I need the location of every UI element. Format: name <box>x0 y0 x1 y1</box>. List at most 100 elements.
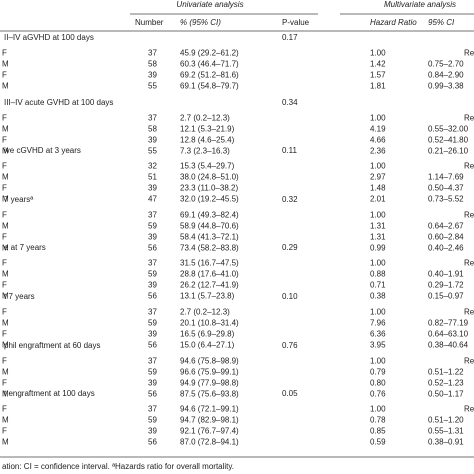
cell: 0.73–5.52 <box>428 195 464 204</box>
cell: 1.00 <box>370 308 386 317</box>
p-value: 0.10 <box>282 292 298 301</box>
cell: Re <box>464 162 474 171</box>
cell: 12.1 (5.3–21.9) <box>180 125 235 134</box>
cell: 0.29–1.72 <box>428 281 464 290</box>
cell: F <box>2 114 7 123</box>
cell: F <box>2 233 7 242</box>
cell: 87.5 (75.6–93.8) <box>180 390 239 399</box>
cell: 13.1 (5.7–23.8) <box>180 292 235 301</box>
cell: M <box>2 60 9 69</box>
column-header: Number <box>135 18 164 27</box>
cell: 2.97 <box>370 173 386 182</box>
p-value: 0.05 <box>282 389 298 398</box>
cell: 0.38–0.91 <box>428 438 464 447</box>
cell: 59 <box>148 368 157 377</box>
cell: 1.81 <box>370 82 386 91</box>
column-header: % (95% CI) <box>180 18 221 27</box>
group-header: Multivariate analysis <box>384 0 456 9</box>
cell: 0.79 <box>370 368 386 377</box>
cell: M <box>2 82 9 91</box>
cell: 0.50–4.37 <box>428 184 464 193</box>
cell: 1.00 <box>370 162 386 171</box>
cell: M <box>2 147 9 156</box>
cell: 2.01 <box>370 195 386 204</box>
cell: 92.1 (76.7–97.4) <box>180 427 239 436</box>
cell: 0.38–40.64 <box>428 341 469 350</box>
cell: F <box>2 427 7 436</box>
cell: 0.99–3.38 <box>428 82 464 91</box>
section-title: e at 7 years <box>4 243 46 252</box>
cell: F <box>2 330 7 339</box>
cell: 39 <box>148 71 157 80</box>
cell: 0.50–1.17 <box>428 390 464 399</box>
cell: 56 <box>148 390 157 399</box>
cell: 39 <box>148 233 157 242</box>
section-title: t engraftment at 100 days <box>4 389 95 398</box>
cell: 39 <box>148 281 157 290</box>
cell: 15.3 (5.4–29.7) <box>180 162 235 171</box>
cell: M <box>2 222 9 231</box>
cell: 0.15–0.97 <box>428 292 464 301</box>
cell: F <box>2 405 7 414</box>
cell: 0.40–2.46 <box>428 244 464 253</box>
cell: 0.52–1.23 <box>428 379 464 388</box>
cell: 0.64–2.67 <box>428 222 464 231</box>
cell: 0.85 <box>370 427 386 436</box>
section-title: II–IV aGVHD at 100 days <box>4 33 94 42</box>
cell: 56 <box>148 292 157 301</box>
cell: M <box>2 416 9 425</box>
cell: 56 <box>148 341 157 350</box>
cell: M <box>2 244 9 253</box>
section-title: III–IV acute GVHD at 100 days <box>4 98 113 107</box>
cell: 0.75–2.70 <box>428 60 464 69</box>
cell: 6.36 <box>370 330 386 339</box>
p-value: 0.17 <box>282 33 298 42</box>
cell: 39 <box>148 330 157 339</box>
cell: 58 <box>148 125 157 134</box>
cell: 1.31 <box>370 233 386 242</box>
cell: 32.0 (19.2–45.5) <box>180 195 239 204</box>
cell: M <box>2 368 9 377</box>
cell: 69.1 (49.3–82.4) <box>180 211 239 220</box>
cell: 55 <box>148 147 157 156</box>
cell: 1.42 <box>370 60 386 69</box>
cell: 0.84–2.90 <box>428 71 464 80</box>
cell: 59 <box>148 416 157 425</box>
cell: 2.7 (0.2–12.3) <box>180 308 230 317</box>
cell: 0.64–63.10 <box>428 330 469 339</box>
cell: 56 <box>148 438 157 447</box>
cell: F <box>2 357 7 366</box>
cell: 0.88 <box>370 270 386 279</box>
cell: 1.48 <box>370 184 386 193</box>
cell: F <box>2 259 7 268</box>
cell: 94.6 (75.8–98.9) <box>180 357 239 366</box>
cell: 0.99 <box>370 244 386 253</box>
cell: 1.00 <box>370 211 386 220</box>
cell: 39 <box>148 184 157 193</box>
cell: 0.55–1.31 <box>428 427 464 436</box>
cell: 4.19 <box>370 125 386 134</box>
column-header: 95% CI <box>428 18 455 27</box>
section-title: t 7 years <box>4 292 35 301</box>
cell: 0.40–1.91 <box>428 270 464 279</box>
cell: M <box>2 438 9 447</box>
cell: 94.9 (77.9–98.8) <box>180 379 239 388</box>
cell: F <box>2 71 7 80</box>
cell: 37 <box>148 259 157 268</box>
cell: 56 <box>148 244 157 253</box>
cell: 58 <box>148 60 157 69</box>
cell: 47 <box>148 195 157 204</box>
cell: 0.82–77.19 <box>428 319 469 328</box>
cell: 94.7 (82.9–98.1) <box>180 416 239 425</box>
cell: 0.59 <box>370 438 386 447</box>
cell: 0.51–1.20 <box>428 416 464 425</box>
cell: 15.0 (6.4–27.1) <box>180 341 235 350</box>
cell: 32 <box>148 162 157 171</box>
cell: 69.1 (54.8–79.7) <box>180 82 239 91</box>
cell: 37 <box>148 357 157 366</box>
cell: 37 <box>148 308 157 317</box>
cell: F <box>2 162 7 171</box>
cell: 0.78 <box>370 416 386 425</box>
